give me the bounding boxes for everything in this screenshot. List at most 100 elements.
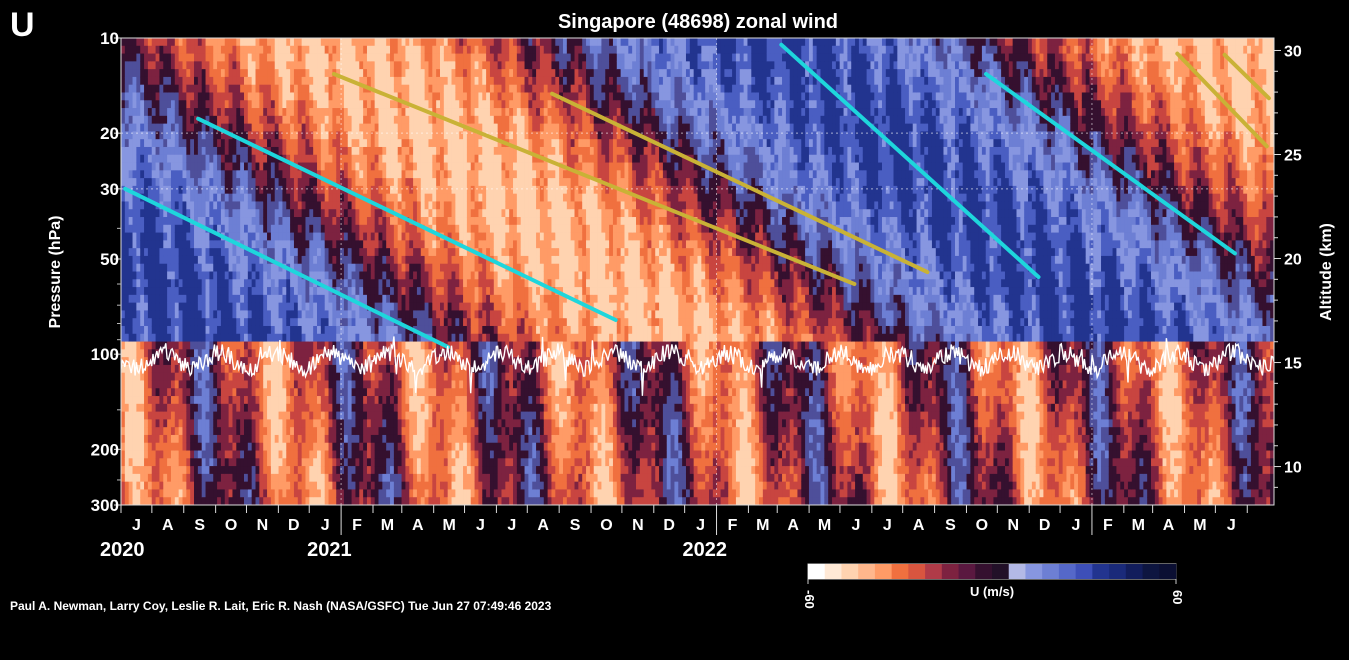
heatmap-cell [225, 404, 229, 412]
heatmap-cell [402, 427, 406, 435]
heatmap-cell [244, 466, 248, 474]
heatmap-cell [225, 318, 229, 326]
heatmap-cell [248, 303, 252, 311]
heatmap-cell [417, 264, 421, 272]
heatmap-cell [398, 194, 402, 202]
heatmap-cell [248, 458, 252, 466]
heatmap-cell [286, 248, 290, 256]
heatmap-cell [286, 201, 290, 209]
heatmap-cell [167, 443, 171, 451]
heatmap-cell [282, 295, 286, 303]
heatmap-cell [282, 217, 286, 225]
heatmap-cell [129, 155, 133, 163]
heatmap-cell [229, 92, 233, 100]
heatmap-cell [436, 85, 440, 93]
heatmap-cell [317, 108, 321, 116]
heatmap-cell [136, 482, 140, 490]
heatmap-cell [244, 77, 248, 85]
heatmap-cell [133, 349, 137, 357]
heatmap-cell [279, 147, 283, 155]
heatmap-cell [286, 225, 290, 233]
heatmap-cell [232, 108, 236, 116]
heatmap-cell [175, 194, 179, 202]
heatmap-cell [294, 108, 298, 116]
heatmap-cell [159, 458, 163, 466]
heatmap-cell [359, 497, 363, 505]
heatmap-cell [398, 225, 402, 233]
heatmap-cell [340, 404, 344, 412]
heatmap-cell [336, 482, 340, 490]
heatmap-cell [163, 61, 167, 69]
heatmap-cell [359, 279, 363, 287]
heatmap-cell [152, 147, 156, 155]
heatmap-cell [398, 334, 402, 342]
heatmap-cell [348, 388, 352, 396]
heatmap-cell [436, 124, 440, 132]
heatmap-cell [325, 443, 329, 451]
heatmap-cell [167, 342, 171, 350]
heatmap-cell [267, 435, 271, 443]
heatmap-cell [440, 131, 444, 139]
heatmap-cell [182, 419, 186, 427]
heatmap-cell [332, 170, 336, 178]
heatmap-cell [186, 419, 190, 427]
heatmap-cell [386, 380, 390, 388]
heatmap-cell [309, 92, 313, 100]
heatmap-cell [263, 489, 267, 497]
heatmap-cell [209, 108, 213, 116]
heatmap-cell [402, 474, 406, 482]
heatmap-cell [432, 131, 436, 139]
heatmap-cell [398, 443, 402, 451]
heatmap-cell [425, 116, 429, 124]
heatmap-cell [371, 412, 375, 420]
heatmap-cell [305, 458, 309, 466]
heatmap-cell [248, 201, 252, 209]
heatmap-cell [417, 233, 421, 241]
heatmap-cell [379, 194, 383, 202]
heatmap-cell [206, 100, 210, 108]
heatmap-cell [375, 155, 379, 163]
heatmap-cell [152, 489, 156, 497]
heatmap-cell [248, 163, 252, 171]
heatmap-cell [282, 240, 286, 248]
heatmap-cell [129, 194, 133, 202]
heatmap-cell [163, 69, 167, 77]
heatmap-cell [321, 131, 325, 139]
heatmap-cell [286, 100, 290, 108]
heatmap-cell [171, 264, 175, 272]
heatmap-cell [182, 272, 186, 280]
heatmap-cell [321, 54, 325, 62]
heatmap-cell [129, 147, 133, 155]
heatmap-cell [325, 303, 329, 311]
heatmap-cell [271, 466, 275, 474]
heatmap-cell [313, 46, 317, 54]
heatmap-cell [302, 357, 306, 365]
heatmap-cell [190, 124, 194, 132]
heatmap-cell [398, 489, 402, 497]
heatmap-cell [417, 85, 421, 93]
heatmap-cell [425, 303, 429, 311]
heatmap-cell [302, 233, 306, 241]
heatmap-cell [402, 365, 406, 373]
heatmap-cell [329, 342, 333, 350]
heatmap-cell [348, 240, 352, 248]
heatmap-cell [302, 116, 306, 124]
heatmap-cell [329, 108, 333, 116]
heatmap-cell [190, 380, 194, 388]
heatmap-cell [359, 466, 363, 474]
heatmap-cell [302, 497, 306, 505]
heatmap-cell [432, 264, 436, 272]
heatmap-cell [179, 233, 183, 241]
heatmap-cell [259, 318, 263, 326]
heatmap-cell [402, 419, 406, 427]
heatmap-cell [206, 310, 210, 318]
heatmap-cell [425, 69, 429, 77]
heatmap-cell [294, 342, 298, 350]
heatmap-cell [440, 46, 444, 54]
heatmap-cell [202, 497, 206, 505]
heatmap-cell [402, 46, 406, 54]
heatmap-cell [298, 186, 302, 194]
heatmap-cell [263, 77, 267, 85]
heatmap-cell [298, 108, 302, 116]
heatmap-cell [252, 240, 256, 248]
